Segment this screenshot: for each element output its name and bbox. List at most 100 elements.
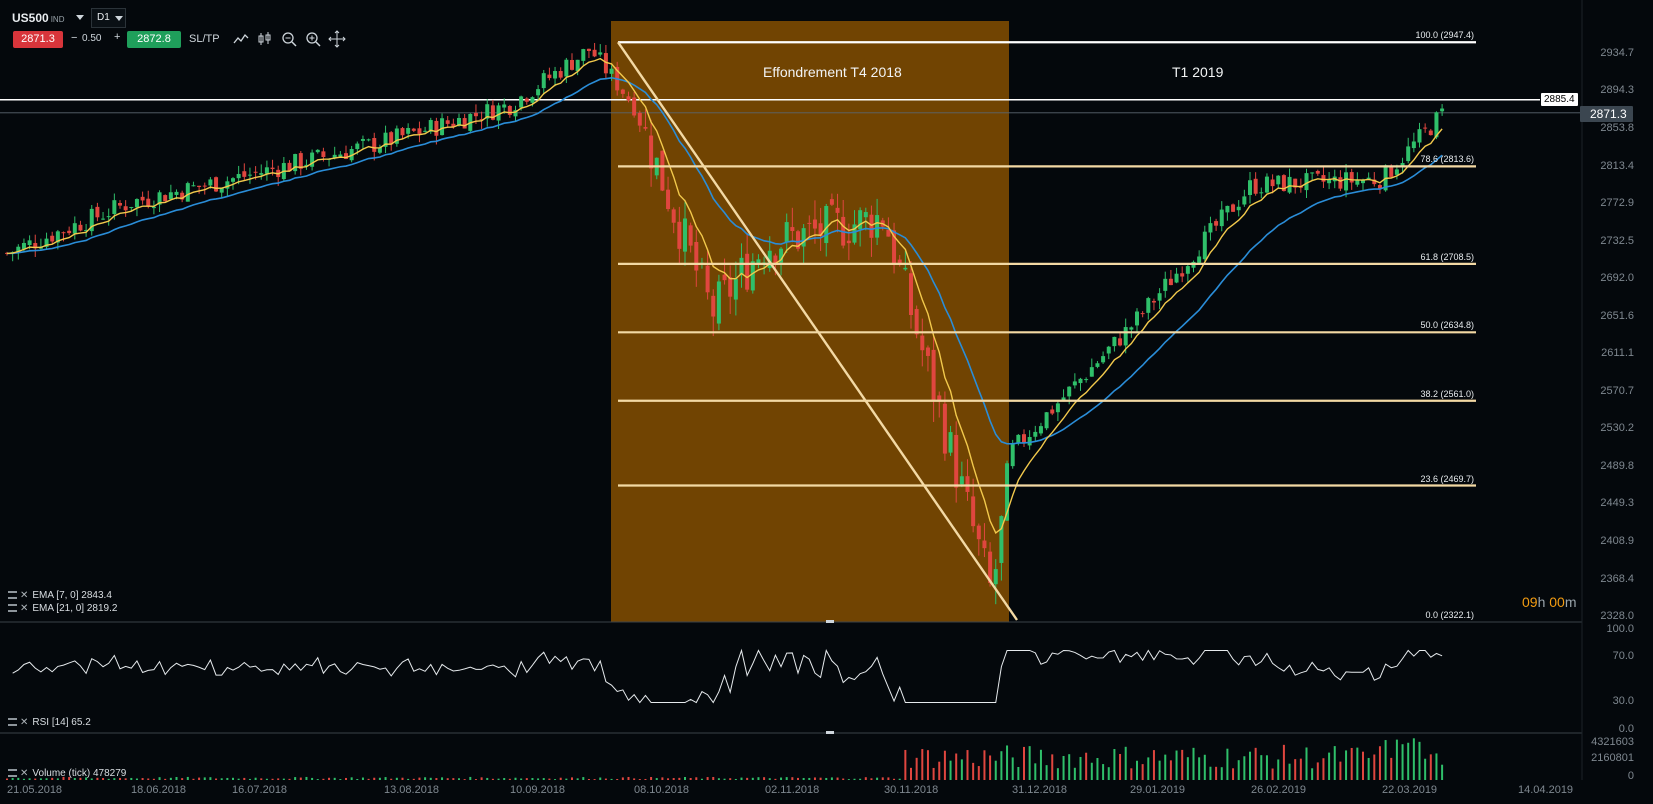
settings-icon[interactable] [8,591,17,600]
crosshair-icon[interactable] [328,30,346,48]
candle-body [1016,434,1021,443]
zoom-in-icon[interactable] [304,30,322,48]
candle-body [688,225,693,246]
volume-bar [277,778,280,780]
candle-body [1406,146,1411,162]
volume-bar [124,778,127,780]
candle-body [417,128,422,134]
volume-legend[interactable]: ✕ Volume (tick) 478279 [8,768,126,779]
volume-bar [220,778,223,780]
volume-bar [876,777,879,780]
candle-body [875,215,880,238]
sltp-button[interactable]: SL/TP [189,33,220,45]
sell-price-button[interactable]: 2871.3 [13,31,63,48]
settings-icon[interactable] [8,604,17,613]
volume-bar [926,750,929,780]
ema21-legend[interactable]: ✕ EMA [21, 0] 2819.2 [8,603,117,614]
pane-resize-handle[interactable] [826,620,834,623]
volume-bar [1288,763,1291,780]
candle-body [1315,170,1320,174]
volume-bar [203,777,206,780]
candle-body [1417,129,1422,143]
candle-body [55,231,60,243]
volume-bar [1339,761,1342,780]
volume-bar [226,777,229,780]
candle-body [264,167,269,174]
volume-bar [537,778,540,780]
volume-bar [1237,760,1240,780]
volume-bar [1435,753,1438,780]
volume-bar [797,777,799,780]
candle-body [1118,338,1123,346]
candle-body [643,127,648,129]
candle-body [1174,273,1179,283]
price-axis-tick: 2934.7 [1600,47,1634,59]
price-axis-tick: 2853.8 [1600,122,1634,135]
hline-price-tag[interactable]: 2885.4 [1541,93,1578,106]
timeframe-selector[interactable]: D1 [91,8,126,28]
candle-body [242,171,247,177]
volume-bar [435,778,438,780]
volume-bar [983,750,986,780]
candle-body [1276,175,1281,185]
candle-body [705,265,710,293]
volume-bar [141,778,144,780]
close-icon[interactable]: ✕ [20,603,29,614]
volume-bar [130,777,133,780]
symbol-dropdown-icon[interactable] [76,15,84,20]
rsi-legend[interactable]: ✕ RSI [14] 65.2 [8,717,91,728]
spread-increase-button[interactable]: + [114,31,121,43]
close-icon[interactable]: ✕ [20,768,29,779]
candle-body [519,96,524,108]
close-icon[interactable]: ✕ [20,717,29,728]
candle-body [1423,127,1428,129]
volume-bar [1384,740,1387,780]
date-axis-tick: 21.05.2018 [7,784,63,796]
candles-icon[interactable] [256,30,274,48]
ema7-legend[interactable]: ✕ EMA [7, 0] 2843.4 [8,590,112,601]
candle-body [507,105,512,115]
volume-bar [791,777,794,780]
spread-value: 0.50 [82,33,102,44]
settings-icon[interactable] [8,769,17,778]
candle-body [524,98,529,102]
candle-body [553,71,558,79]
candle-body [1151,300,1156,303]
volume-bar [1232,768,1235,780]
candle-body [140,196,145,201]
volume-bar [169,777,172,780]
close-icon[interactable]: ✕ [20,590,29,601]
candle-body [1270,179,1275,187]
settings-icon[interactable] [8,718,17,727]
line-chart-icon[interactable] [232,30,250,48]
date-axis-tick: 08.10.2018 [634,784,690,796]
candle-body [1310,172,1315,174]
last-price-tag: 2871.3 [1580,106,1633,122]
volume-bar [1243,756,1246,780]
volume-bar [152,778,155,780]
volume-bar [966,750,969,780]
volume-bar [661,777,664,780]
zoom-out-icon[interactable] [280,30,298,48]
candle-body [801,228,806,247]
candle-body [225,181,230,189]
candle-body [773,255,778,263]
volume-bar [39,778,42,780]
date-axis-tick: 26.02.2019 [1251,784,1307,796]
volume-bar [655,778,658,780]
fib-level-label: 38.2 (2561.0) [1420,388,1474,399]
volume-bar [1203,754,1206,780]
ema21-label: EMA [21, 0] 2819.2 [32,603,118,614]
volume-bar [904,749,907,780]
fib-trend-line[interactable] [617,41,1018,621]
spread-decrease-button[interactable]: − [71,32,78,44]
symbol-selector[interactable]: US500 IND [12,11,64,25]
volume-bar [192,778,195,780]
buy-price-button[interactable]: 2872.8 [127,31,181,48]
pane-resize-handle[interactable] [826,731,834,734]
candle-body [818,223,823,237]
volume-bar [452,778,455,780]
candle-body [1434,112,1439,138]
candle-body [298,153,303,169]
